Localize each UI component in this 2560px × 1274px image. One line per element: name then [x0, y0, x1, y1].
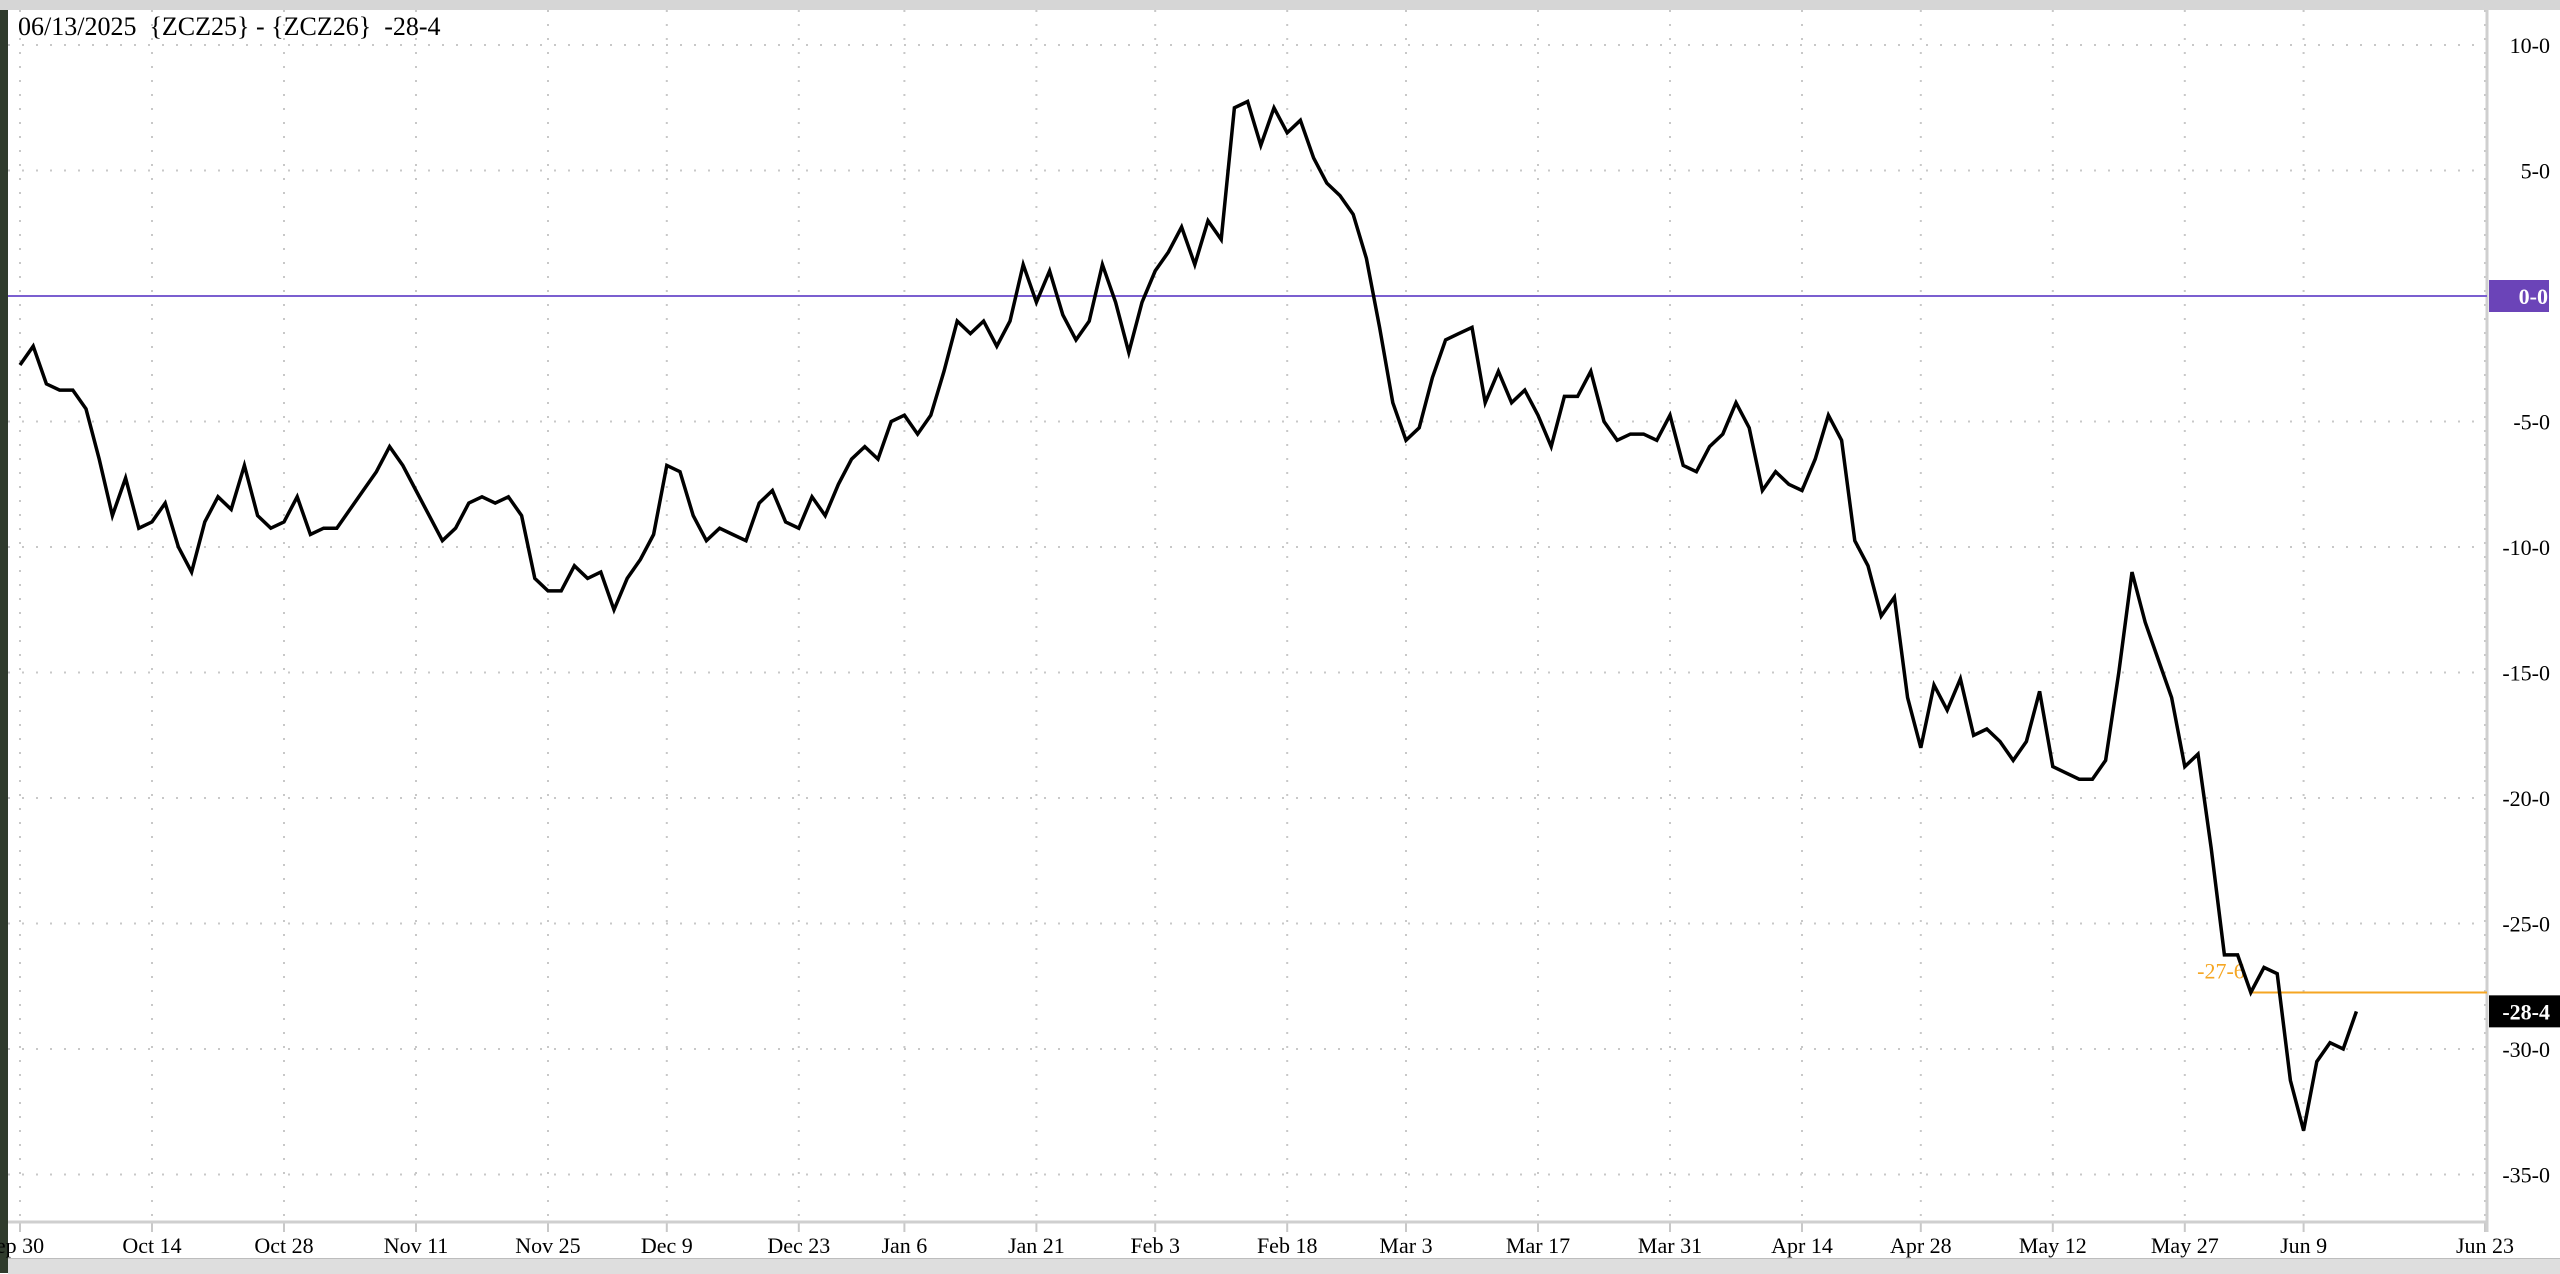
x-tick-label: ep 30 [0, 1233, 44, 1258]
x-tick-label: May 12 [2019, 1233, 2087, 1258]
x-tick-label: Oct 14 [122, 1233, 181, 1258]
x-tick-label: Oct 28 [254, 1233, 313, 1258]
marker-value-label: -27-6 [2197, 959, 2245, 984]
x-tick-label: Apr 14 [1771, 1233, 1833, 1258]
y-tick-label: -15-0 [2502, 661, 2550, 686]
y-tick-label: 5-0 [2521, 159, 2550, 184]
x-tick-label: Apr 28 [1890, 1233, 1952, 1258]
x-tick-label: May 27 [2151, 1233, 2219, 1258]
y-tick-label: -20-0 [2502, 786, 2550, 811]
zero-value-label: 0-0 [2519, 284, 2548, 309]
x-tick-label: Feb 3 [1130, 1233, 1180, 1258]
x-tick-label: Jan 21 [1008, 1233, 1065, 1258]
chart-title: 06/13/2025 {ZCZ25} - {ZCZ26} -28-4 [18, 12, 441, 42]
x-tick-label: Jan 6 [881, 1233, 927, 1258]
y-tick-label: 10-0 [2510, 33, 2550, 58]
x-tick-label: Mar 17 [1506, 1233, 1570, 1258]
x-tick-label: Jun 9 [2280, 1233, 2327, 1258]
x-tick-label: Mar 3 [1379, 1233, 1432, 1258]
y-tick-label: -35-0 [2502, 1163, 2550, 1188]
y-tick-label: -5-0 [2513, 410, 2550, 435]
y-tick-label: -10-0 [2502, 535, 2550, 560]
status-bar [8, 1258, 2560, 1274]
x-tick-label: Feb 18 [1257, 1233, 1318, 1258]
x-tick-label: Nov 11 [384, 1233, 449, 1258]
x-tick-label: Dec 9 [641, 1233, 693, 1258]
x-tick-label: Nov 25 [515, 1233, 580, 1258]
x-tick-label: Mar 31 [1638, 1233, 1702, 1258]
x-tick-label: Jun 23 [2456, 1233, 2514, 1258]
last-value-label: -28-4 [2502, 999, 2550, 1024]
y-tick-label: -30-0 [2502, 1037, 2550, 1062]
x-tick-label: Dec 23 [767, 1233, 830, 1258]
plot-background [8, 10, 2560, 1258]
y-tick-label: -25-0 [2502, 912, 2550, 937]
